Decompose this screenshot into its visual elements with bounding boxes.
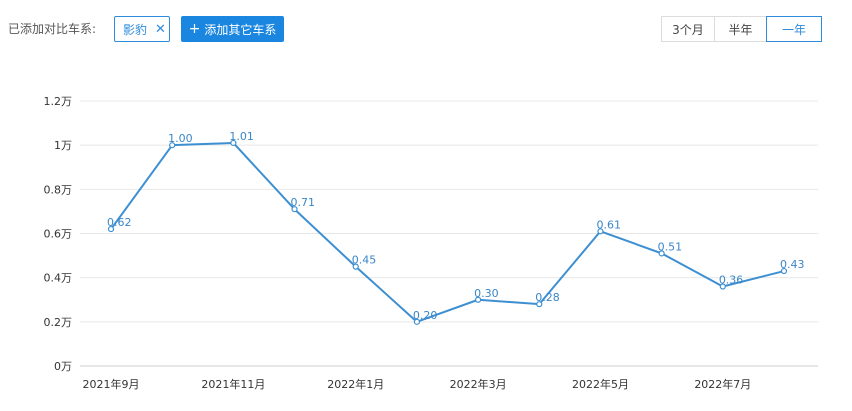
range-one-year-button[interactable]: 一年	[766, 16, 822, 42]
data-label: 0.62	[107, 216, 132, 229]
x-tick-label: 2021年9月	[83, 377, 140, 391]
compare-label: 已添加对比车系:	[8, 22, 97, 36]
range-half-year-button[interactable]: 半年	[714, 16, 767, 42]
time-range-selector: 3个月 半年 一年	[661, 16, 822, 42]
x-tick-label: 2022年7月	[694, 377, 751, 391]
data-point	[169, 142, 176, 149]
data-point	[474, 296, 482, 303]
y-tick-label: 1万	[54, 139, 72, 152]
y-tick-label: 0.6万	[44, 228, 73, 241]
plus-icon: +	[188, 21, 201, 37]
data-point	[536, 301, 543, 308]
data-label: 0.45	[352, 254, 377, 267]
x-tick-label: 2022年5月	[572, 377, 629, 391]
data-label: 0.36	[719, 274, 744, 287]
y-tick-label: 0.8万	[44, 183, 73, 196]
data-label: 0.51	[658, 240, 683, 253]
data-point	[597, 228, 604, 235]
data-point	[658, 250, 665, 257]
data-point	[780, 267, 788, 275]
x-tick-label: 2022年3月	[450, 377, 507, 391]
data-label: 0.71	[291, 196, 316, 209]
add-series-label: 添加其它车系	[204, 22, 277, 37]
data-label: 1.00	[168, 132, 193, 145]
series-tag-label: 影豹	[123, 22, 148, 37]
x-tick-label: 2022年1月	[327, 377, 384, 391]
data-point	[107, 225, 115, 233]
data-point	[352, 263, 359, 270]
y-tick-label: 0万	[54, 360, 72, 373]
data-label: 0.20	[413, 309, 438, 322]
data-label: 0.28	[535, 291, 560, 304]
series-line	[110, 141, 785, 323]
data-label: 0.30	[474, 287, 499, 300]
close-icon[interactable]: ✕	[155, 21, 166, 37]
toolbar: 已添加对比车系: 影豹 ✕ + 添加其它车系 3个月 半年 一年	[0, 0, 852, 60]
x-tick-label: 2021年11月	[201, 377, 265, 391]
data-point	[291, 206, 298, 213]
data-label: 1.01	[229, 130, 254, 143]
y-tick-label: 1.2万	[44, 95, 73, 108]
data-label: 0.61	[596, 218, 621, 231]
add-series-button[interactable]: + 添加其它车系	[181, 16, 284, 42]
y-tick-label: 0.4万	[44, 272, 73, 285]
data-point	[230, 139, 237, 147]
data-label: 0.43	[780, 258, 805, 271]
y-tick-label: 0.2万	[44, 316, 73, 329]
compare-series-tag[interactable]: 影豹 ✕	[114, 16, 170, 42]
data-point	[413, 318, 421, 325]
data-point	[719, 283, 726, 290]
